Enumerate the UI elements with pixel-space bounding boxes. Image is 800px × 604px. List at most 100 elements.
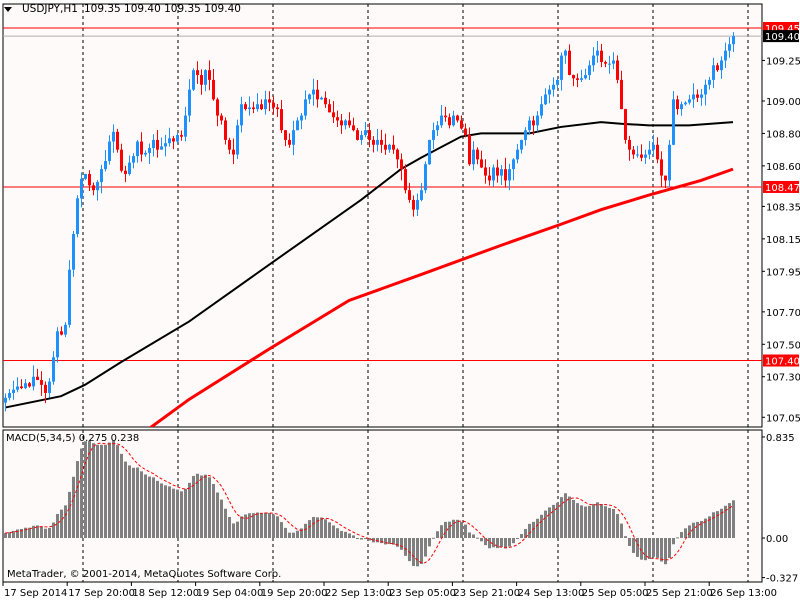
macd-histogram-bar xyxy=(124,461,127,538)
macd-histogram-bar xyxy=(668,538,671,559)
candle-body xyxy=(716,65,719,71)
candle xyxy=(264,90,267,115)
macd-histogram-bar xyxy=(648,538,651,560)
candle xyxy=(424,161,427,194)
candle-body xyxy=(420,190,423,200)
candle-body xyxy=(588,65,591,76)
macd-plot xyxy=(4,430,749,582)
candle-body xyxy=(576,78,579,80)
candle-body xyxy=(540,104,543,116)
candle-body xyxy=(88,173,91,186)
macd-histogram-bar xyxy=(336,528,339,538)
macd-histogram-bar xyxy=(644,538,647,561)
price-axis-label: 107.30 xyxy=(766,373,800,384)
candle-body xyxy=(396,149,399,160)
candle xyxy=(592,47,595,72)
candle xyxy=(104,150,107,172)
candle-body xyxy=(628,139,631,150)
macd-histogram-bar xyxy=(280,522,283,538)
candle-body xyxy=(276,107,279,110)
candle xyxy=(524,127,527,146)
candle-body xyxy=(60,331,63,335)
macd-histogram-bar xyxy=(364,538,367,539)
candle xyxy=(288,133,291,148)
candle xyxy=(412,195,415,217)
candle-body xyxy=(288,139,291,145)
candle-body xyxy=(208,70,211,80)
macd-histogram-bar xyxy=(96,444,99,538)
candle xyxy=(656,137,659,164)
macd-histogram-bar xyxy=(108,442,111,538)
candle-body xyxy=(360,135,363,140)
candle-body xyxy=(544,94,547,105)
candle xyxy=(220,113,223,125)
candle xyxy=(328,99,331,113)
macd-histogram-bar xyxy=(300,528,303,538)
macd-histogram-bar xyxy=(468,532,471,538)
candle xyxy=(204,69,207,92)
candle xyxy=(360,130,363,145)
candle-body xyxy=(232,149,235,155)
macd-histogram-bar xyxy=(652,538,655,557)
candle-body xyxy=(436,125,439,131)
candle xyxy=(704,79,707,106)
candle-body xyxy=(636,154,639,156)
macd-histogram-bar xyxy=(304,523,307,538)
candle xyxy=(348,112,351,128)
macd-histogram-bar xyxy=(536,518,539,538)
time-axis-label: 25 Sep 21:00 xyxy=(646,588,713,599)
candle xyxy=(544,88,547,106)
macd-histogram-bar xyxy=(560,497,563,538)
candle-body xyxy=(264,99,267,110)
time-axis-label: 26 Sep 13:00 xyxy=(710,588,777,599)
candle xyxy=(644,149,647,164)
candle xyxy=(584,68,587,80)
price-axis-label: 109.25 xyxy=(766,56,800,67)
macd-histogram-bar xyxy=(576,503,579,538)
candle xyxy=(396,148,399,169)
macd-histogram-bar xyxy=(616,514,619,538)
candle-body xyxy=(432,130,435,140)
candle xyxy=(296,117,299,131)
macd-histogram-bar xyxy=(456,519,459,538)
candle xyxy=(156,130,159,158)
candle xyxy=(180,130,183,141)
macd-histogram-bar xyxy=(516,538,519,539)
candle xyxy=(200,69,203,95)
candle-body xyxy=(84,173,87,179)
candle xyxy=(300,112,303,130)
price-label-box xyxy=(763,354,799,367)
candle-body xyxy=(624,109,627,140)
candle xyxy=(440,104,443,128)
candle-body xyxy=(120,149,123,171)
candle-body xyxy=(324,97,327,105)
candle-body xyxy=(12,389,15,393)
candle-body xyxy=(172,138,175,142)
candle xyxy=(248,96,251,116)
candle xyxy=(216,97,219,127)
candle-body xyxy=(56,331,59,358)
candle-body xyxy=(732,36,735,45)
candle-body xyxy=(8,392,11,398)
candle-body xyxy=(272,102,275,108)
time-axis-label: 17 Sep 20:00 xyxy=(68,588,135,599)
price-axis-label: 109.00 xyxy=(766,97,800,108)
candle xyxy=(720,56,723,79)
chart-menu-triangle-icon[interactable] xyxy=(4,6,12,12)
candle-body xyxy=(292,130,295,145)
candle xyxy=(624,108,627,144)
macd-histogram-bar xyxy=(472,534,475,538)
candle-body xyxy=(168,138,171,144)
candle xyxy=(696,89,699,103)
candle xyxy=(60,326,63,336)
candle xyxy=(244,101,247,111)
candle-body xyxy=(144,152,147,155)
macd-histogram-bar xyxy=(376,538,379,543)
macd-histogram-bar xyxy=(348,533,351,538)
candle xyxy=(600,43,603,68)
candle-body xyxy=(532,120,535,126)
macd-histogram-bar xyxy=(532,521,535,538)
candle-body xyxy=(152,139,155,149)
